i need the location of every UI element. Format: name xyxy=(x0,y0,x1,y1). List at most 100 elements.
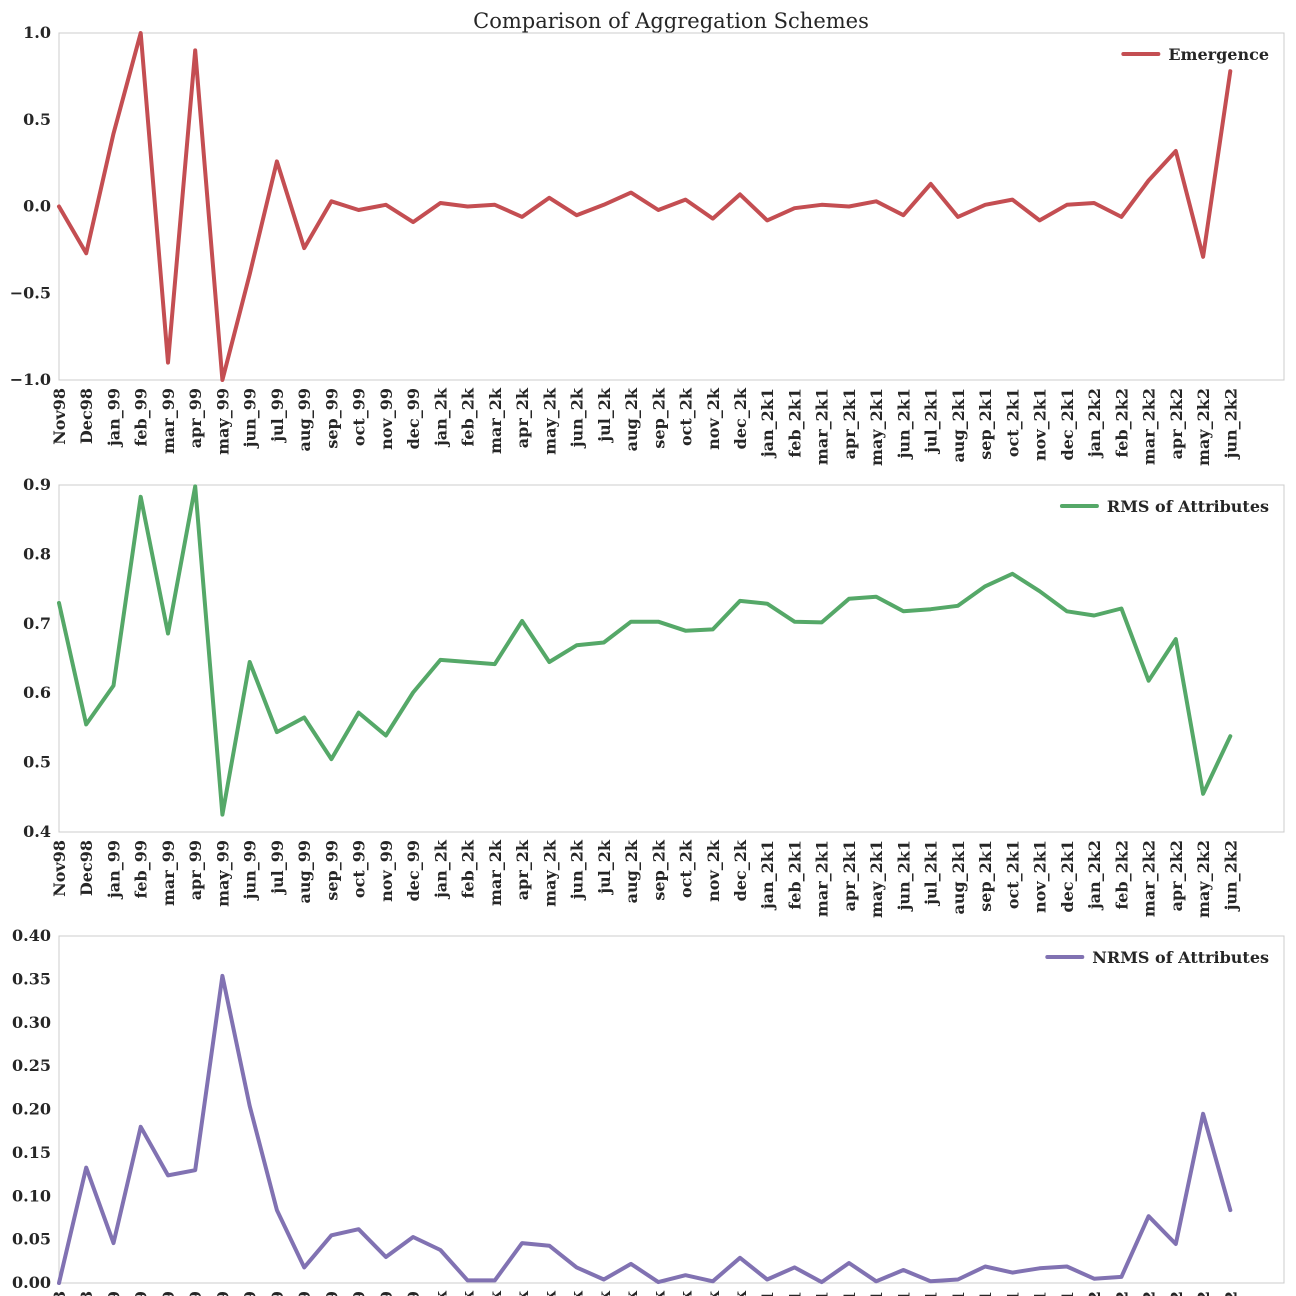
x-tick-label: jun_2k xyxy=(568,1290,587,1296)
x-tick-label: oct_2k1 xyxy=(1003,1291,1022,1296)
legend: Emergence xyxy=(1121,45,1269,64)
x-tick-label: dec_99 xyxy=(404,1291,423,1296)
x-tick-label: nov_2k xyxy=(704,387,723,450)
x-tick-label: oct_2k1 xyxy=(1003,388,1022,457)
x-tick-label: aug_99 xyxy=(295,1291,314,1296)
x-tick-label: jan_99 xyxy=(104,840,123,900)
x-tick-label: apr_2k2 xyxy=(1167,840,1186,911)
x-tick-label: mar_2k1 xyxy=(813,840,832,917)
y-tick-label: 0.40 xyxy=(12,926,51,945)
x-tick-label: jan_2k2 xyxy=(1085,1291,1104,1296)
x-tick-label: jun_99 xyxy=(241,388,260,449)
x-tick-label: may_2k1 xyxy=(867,1291,886,1296)
x-tick-label: mar_2k1 xyxy=(813,388,832,465)
x-tick-label: may_2k1 xyxy=(867,840,886,918)
plot-frame xyxy=(58,484,1285,833)
x-tick-label: may_2k xyxy=(540,1290,559,1296)
x-tick-label: dec_99 xyxy=(404,388,423,449)
x-tick-label: aug_2k xyxy=(622,839,641,903)
x-tick-label: apr_99 xyxy=(186,388,205,448)
x-tick-label: nov_2k1 xyxy=(1031,388,1050,461)
x-tick-label: feb_2k2 xyxy=(1112,840,1131,910)
x-tick-label: sep_99 xyxy=(322,840,341,901)
x-tick-label: feb_2k xyxy=(459,839,478,898)
y-tick-label: 0.5 xyxy=(23,110,51,129)
x-tick-label: feb_99 xyxy=(132,840,151,899)
x-tick-label: jun_2k2 xyxy=(1221,388,1240,460)
x-tick-label: mar_2k xyxy=(486,839,505,906)
x-tick-label: may_2k2 xyxy=(1194,840,1213,918)
x-tick-label: feb_99 xyxy=(132,1291,151,1296)
x-tick-label: aug_2k1 xyxy=(949,1291,968,1296)
y-tick-label: 1.0 xyxy=(23,23,51,42)
x-tick-label: nov_2k xyxy=(704,1290,723,1296)
x-tick-label: nov_99 xyxy=(377,388,396,450)
x-tick-label: may_99 xyxy=(213,388,232,455)
x-tick-label: jun_2k1 xyxy=(894,840,913,912)
x-tick-label: apr_2k xyxy=(513,387,532,448)
x-tick-label: jan_2k1 xyxy=(758,840,777,911)
x-tick-label: nov_99 xyxy=(377,840,396,902)
x-tick-label: aug_99 xyxy=(295,840,314,903)
x-tick-label: nov_2k1 xyxy=(1031,840,1050,913)
series-line-emergence xyxy=(57,31,1233,382)
x-tick-label: jan_2k2 xyxy=(1085,388,1104,459)
x-tick-label: feb_2k1 xyxy=(785,840,804,910)
x-tick-label: nov_2k xyxy=(704,839,723,902)
x-tick-label: apr_2k1 xyxy=(840,840,859,911)
x-tick-label: feb_2k2 xyxy=(1112,1291,1131,1296)
x-tick-label: jan_99 xyxy=(104,1291,123,1296)
x-tick-label: dec_2k xyxy=(731,387,750,449)
x-tick-label: sep_2k1 xyxy=(976,840,995,912)
x-tick-label: jun_99 xyxy=(241,840,260,901)
x-tick-label: jan_2k2 xyxy=(1085,840,1104,911)
x-tick-label: Nov98 xyxy=(50,388,69,445)
x-tick-label: nov_2k1 xyxy=(1031,1291,1050,1296)
x-tick-label: sep_99 xyxy=(322,388,341,449)
x-tick-label: dec_2k1 xyxy=(1058,840,1077,912)
x-tick-label: jul_2k xyxy=(595,839,614,896)
x-tick-label: apr_99 xyxy=(186,1291,205,1296)
x-tick-label: apr_2k2 xyxy=(1167,1291,1186,1296)
series-line-rms-of-attributes xyxy=(57,484,1233,817)
x-tick-label: mar_2k xyxy=(486,387,505,454)
x-tick-label: apr_2k1 xyxy=(840,1291,859,1296)
y-tick-label: 0.8 xyxy=(23,544,51,563)
x-tick-label: jan_2k xyxy=(431,839,450,900)
y-tick-label: 0.6 xyxy=(23,683,51,702)
x-tick-label: apr_99 xyxy=(186,840,205,900)
x-tick-label: mar_2k2 xyxy=(1140,388,1159,465)
x-tick-label: jun_2k2 xyxy=(1221,1291,1240,1296)
x-tick-label: may_2k xyxy=(540,387,559,455)
x-tick-label: mar_2k2 xyxy=(1140,1291,1159,1296)
x-tick-label: Dec98 xyxy=(77,840,96,896)
legend: RMS of Attributes xyxy=(1059,497,1269,516)
x-tick-label: dec_99 xyxy=(404,840,423,901)
x-tick-label: mar_2k2 xyxy=(1140,840,1159,917)
series-line-nrms-of-attributes xyxy=(57,973,1233,1285)
y-tick-label: −1.0 xyxy=(10,370,51,389)
y-tick-label: 0.5 xyxy=(23,753,51,772)
plot-frame xyxy=(58,935,1285,1284)
y-tick-label: 0.4 xyxy=(23,822,51,841)
x-tick-label: oct_2k xyxy=(677,1290,696,1296)
x-tick-label: jun_2k1 xyxy=(894,388,913,460)
x-tick-label: Dec98 xyxy=(77,388,96,444)
x-tick-label: aug_99 xyxy=(295,388,314,451)
x-tick-label: aug_2k1 xyxy=(949,388,968,463)
x-tick-label: dec_2k1 xyxy=(1058,1291,1077,1296)
x-tick-label: jul_2k1 xyxy=(922,840,941,907)
legend-label: NRMS of Attributes xyxy=(1092,948,1269,967)
x-tick-label: jul_2k xyxy=(595,1290,614,1296)
y-tick-label: 0.25 xyxy=(12,1056,51,1075)
x-tick-label: mar_99 xyxy=(159,388,178,454)
y-tick-label: 0.15 xyxy=(12,1143,51,1162)
x-tick-label: sep_99 xyxy=(322,1291,341,1296)
x-tick-label: Nov98 xyxy=(50,1291,69,1296)
x-tick-label: oct_2k xyxy=(677,839,696,898)
x-tick-label: jan_2k1 xyxy=(758,1291,777,1296)
x-tick-label: may_2k xyxy=(540,839,559,907)
